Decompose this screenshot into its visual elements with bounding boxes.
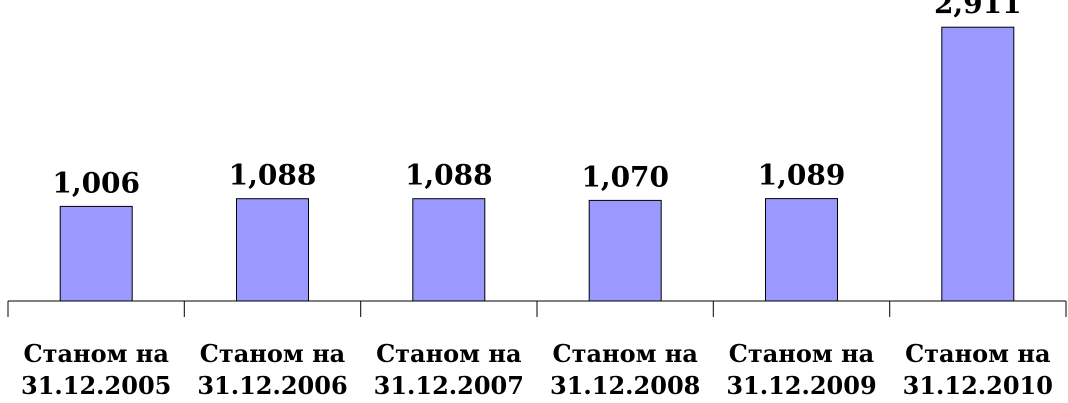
bar-1 bbox=[59, 205, 133, 302]
x-tick-label-6: Станом на 31.12.2010 bbox=[903, 339, 1053, 400]
bars-group bbox=[59, 26, 1015, 302]
x-tick-label-3: Станом на 31.12.2007 bbox=[374, 339, 524, 400]
x-tick-label-1: Станом на 31.12.2005 bbox=[21, 339, 171, 400]
bar-4 bbox=[588, 199, 662, 302]
value-label-6: 2,911 bbox=[934, 0, 1022, 20]
value-label-1: 1,006 bbox=[52, 166, 140, 199]
value-label-3: 1,088 bbox=[405, 159, 493, 192]
x-axis-tick-labels-group: Станом на 31.12.2005 Станом на 31.12.2006 Ст… bbox=[21, 339, 1053, 400]
value-label-4: 1,070 bbox=[581, 160, 669, 193]
bar-5 bbox=[765, 198, 838, 302]
bar-6 bbox=[941, 26, 1015, 302]
x-tick-label-2: Станом на 31.12.2006 bbox=[197, 339, 347, 400]
x-tick-label-5: Станом на 31.12.2009 bbox=[726, 339, 876, 400]
bar-3 bbox=[412, 198, 486, 302]
bar-2 bbox=[236, 198, 309, 302]
value-labels-group: 1,006 1,088 1,088 1,070 1,089 2,911 bbox=[52, 0, 1021, 199]
x-axis-ticks-group bbox=[7, 301, 1067, 317]
value-label-2: 1,088 bbox=[229, 159, 317, 192]
value-label-5: 1,089 bbox=[758, 159, 846, 192]
x-tick-label-4: Станом на 31.12.2008 bbox=[550, 339, 700, 400]
